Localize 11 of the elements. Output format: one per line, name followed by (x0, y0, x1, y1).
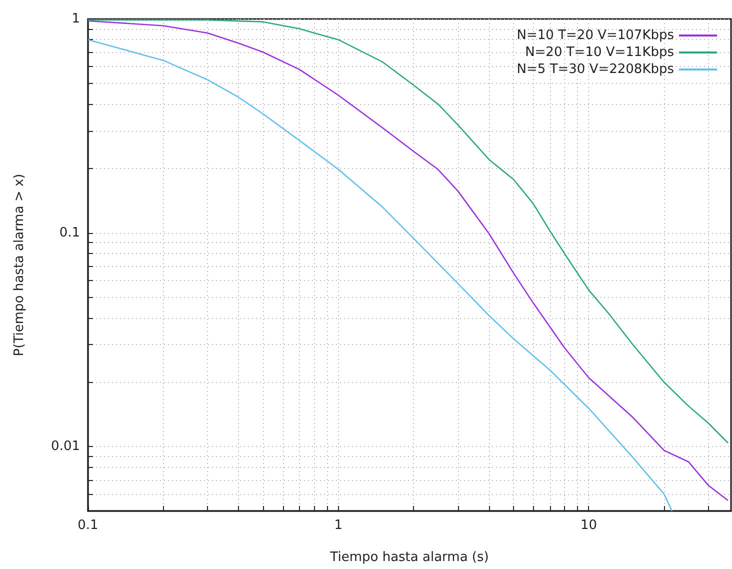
x-tick-label: 0.1 (78, 518, 98, 533)
y-tick-label: 0.01 (51, 439, 80, 454)
y-axis-title: P(Tiempo hasta alarma > x) (12, 174, 27, 356)
legend-label: N=20 T=10 V=11Kbps (525, 45, 674, 60)
legend-label: N=5 T=30 V=2208Kbps (516, 62, 674, 77)
x-tick-label: 1 (334, 518, 343, 533)
x-axis-title: Tiempo hasta alarma (s) (329, 550, 489, 565)
legend-label: N=10 T=20 V=107Kbps (516, 28, 674, 43)
y-tick-label: 0.1 (59, 225, 80, 240)
y-tick-label: 1 (72, 12, 80, 26)
x-tick-label: 10 (580, 518, 598, 533)
